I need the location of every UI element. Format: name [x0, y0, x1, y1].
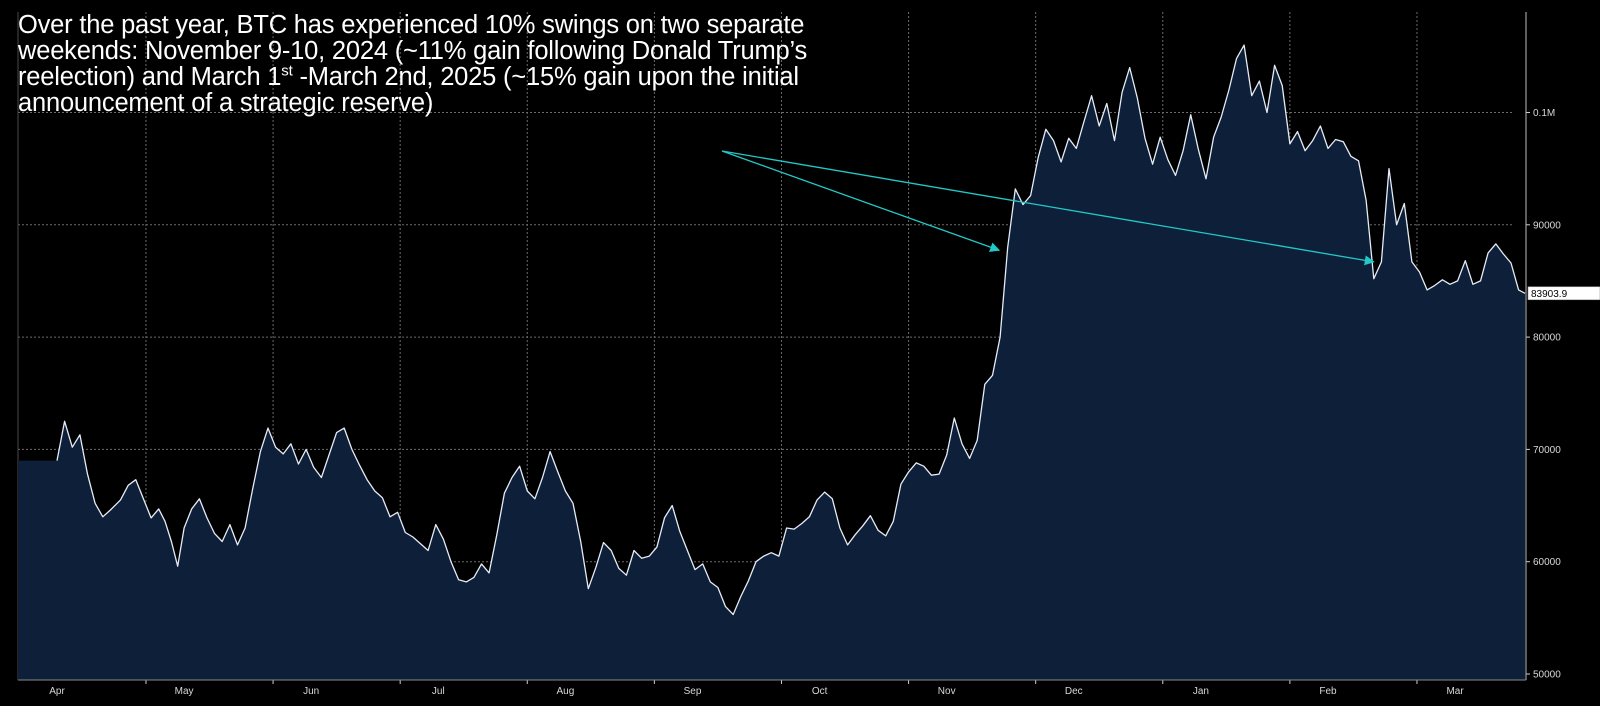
annotation-arrow: [721, 150, 1001, 252]
annotation-text-part2: -March 2nd, 2025 (~15% gain upon the ini…: [18, 63, 799, 117]
y-tick-label: 70000: [1533, 445, 1561, 456]
y-tick-label: 90000: [1533, 220, 1561, 231]
series-area: [18, 45, 1525, 681]
x-tick-label: Feb: [1319, 686, 1337, 697]
x-tick-label: Oct: [812, 686, 828, 697]
x-tick-label: Aug: [557, 686, 575, 697]
x-tick-label: Jul: [432, 686, 445, 697]
x-tick-label: Nov: [938, 686, 956, 697]
btc-price-line: [56, 44, 1526, 616]
y-axis: 50000 60000 70000 80000 90000 0.1M: [1525, 12, 1561, 681]
x-tick-label: Jun: [303, 686, 319, 697]
annotation-arrows: [721, 150, 1375, 266]
last-price-label: 83903.9: [1531, 289, 1568, 300]
series-line: [56, 44, 1526, 616]
annotation-arrow: [721, 150, 1375, 266]
y-tick-label: 60000: [1533, 557, 1561, 568]
y-tick-label: 80000: [1533, 333, 1561, 344]
btc-area-fill: [18, 45, 1525, 681]
annotation-superscript: st: [281, 62, 293, 80]
annotation-text: Over the past year, BTC has experienced …: [18, 12, 878, 116]
x-tick-label: Sep: [684, 686, 702, 697]
last-price-marker: 83903.9: [1527, 286, 1600, 301]
x-tick-label: Jan: [1193, 686, 1209, 697]
y-tick-label: 50000: [1533, 670, 1561, 681]
y-tick-label: 0.1M: [1533, 108, 1555, 119]
x-tick-label: May: [175, 686, 194, 697]
x-tick-label: Apr: [49, 686, 65, 697]
annotation-text-part1: Over the past year, BTC has experienced …: [18, 11, 808, 91]
x-axis: Apr May Jun Jul Aug Sep Oct Nov Dec Jan Feb Mar: [18, 679, 1526, 697]
x-tick-label: Dec: [1065, 686, 1083, 697]
last-price-box: [1527, 286, 1600, 301]
x-tick-label: Mar: [1446, 686, 1464, 697]
